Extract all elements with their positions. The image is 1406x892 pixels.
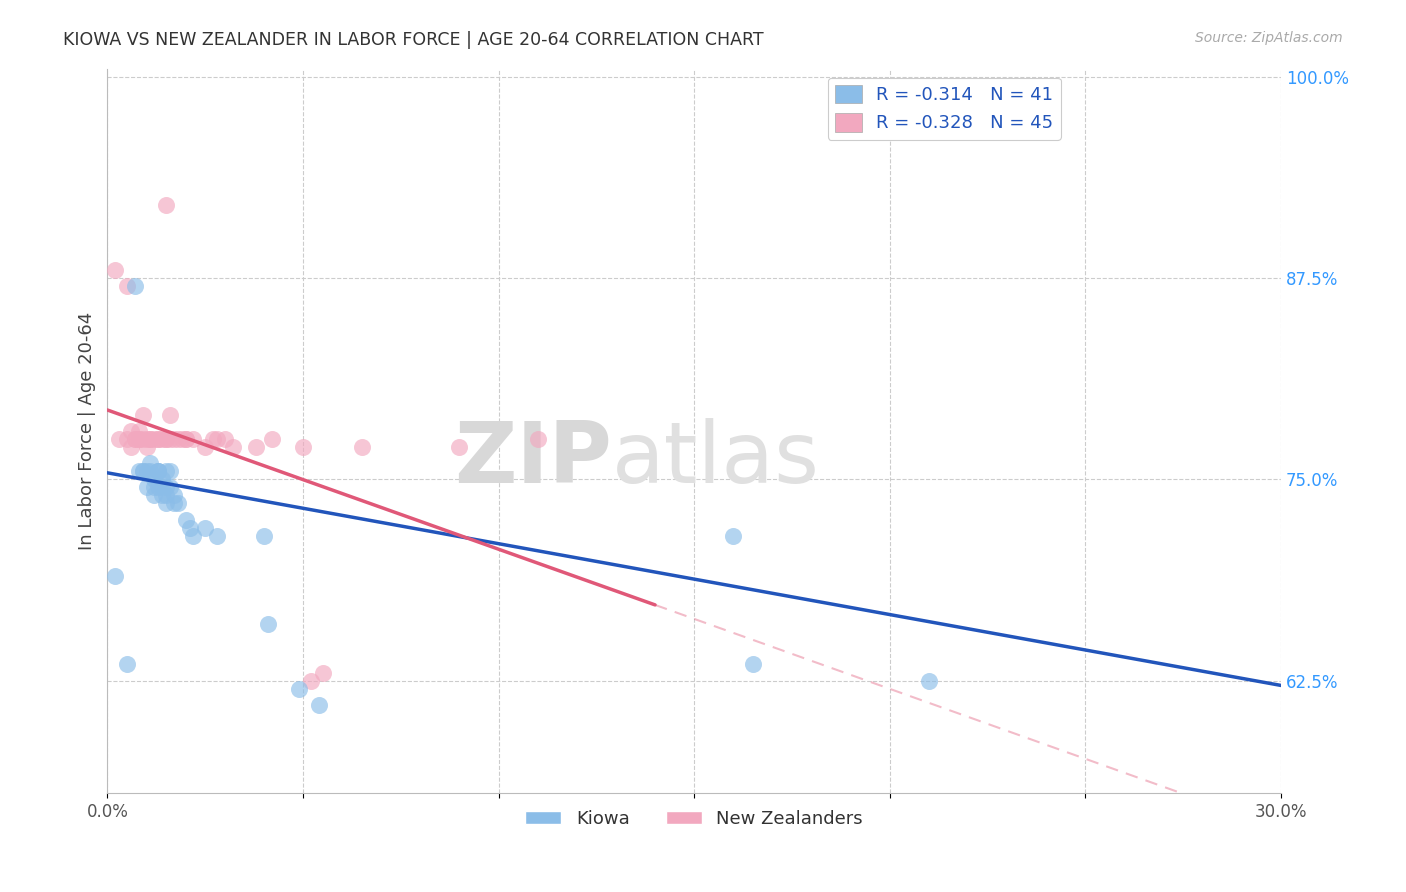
Point: [449, 440, 471, 454]
Point: [256, 617, 278, 632]
Point: [205, 432, 228, 446]
Point: [166, 432, 188, 446]
Point: [155, 432, 177, 446]
Point: [115, 657, 138, 672]
Point: [155, 488, 177, 502]
Point: [170, 432, 193, 446]
Point: [723, 528, 745, 542]
Point: [115, 432, 138, 446]
Point: [124, 432, 146, 446]
Point: [108, 432, 131, 446]
Point: [308, 698, 330, 712]
Point: [174, 432, 197, 446]
Point: [120, 440, 142, 454]
Point: [179, 520, 201, 534]
Point: [150, 480, 173, 494]
Point: [124, 432, 146, 446]
Point: [104, 263, 127, 277]
Point: [155, 464, 177, 478]
Point: [143, 472, 166, 486]
Point: [194, 520, 217, 534]
Point: [260, 432, 283, 446]
Point: [155, 480, 177, 494]
Point: [131, 464, 153, 478]
Point: [163, 432, 186, 446]
Point: [135, 480, 157, 494]
Point: [128, 432, 150, 446]
Point: [131, 464, 153, 478]
Point: [163, 496, 186, 510]
Point: [155, 198, 177, 212]
Point: [131, 408, 153, 422]
Point: [148, 464, 170, 478]
Point: [139, 432, 162, 446]
Point: [135, 432, 157, 446]
Point: [128, 464, 150, 478]
Point: [214, 432, 236, 446]
Text: atlas: atlas: [612, 418, 820, 501]
Point: [150, 488, 173, 502]
Text: KIOWA VS NEW ZEALANDER IN LABOR FORCE | AGE 20-64 CORRELATION CHART: KIOWA VS NEW ZEALANDER IN LABOR FORCE | …: [63, 31, 763, 49]
Point: [143, 480, 166, 494]
Point: [143, 432, 166, 446]
Point: [135, 440, 157, 454]
Point: [128, 424, 150, 438]
Point: [253, 528, 276, 542]
Point: [148, 464, 170, 478]
Text: Source: ZipAtlas.com: Source: ZipAtlas.com: [1195, 31, 1343, 45]
Point: [148, 480, 170, 494]
Point: [150, 432, 173, 446]
Point: [135, 464, 157, 478]
Point: [115, 279, 138, 293]
Point: [159, 408, 181, 422]
Point: [311, 665, 333, 680]
Point: [139, 456, 162, 470]
Point: [299, 673, 322, 688]
Point: [163, 488, 186, 502]
Point: [104, 569, 127, 583]
Legend: Kiowa, New Zealanders: Kiowa, New Zealanders: [519, 803, 870, 835]
Point: [120, 424, 142, 438]
Point: [148, 432, 170, 446]
Point: [183, 432, 205, 446]
Point: [205, 528, 228, 542]
Point: [288, 681, 311, 696]
Text: ZIP: ZIP: [454, 418, 612, 501]
Point: [526, 432, 548, 446]
Point: [183, 528, 205, 542]
Point: [159, 432, 181, 446]
Y-axis label: In Labor Force | Age 20-64: In Labor Force | Age 20-64: [79, 312, 96, 550]
Point: [166, 496, 188, 510]
Point: [124, 279, 146, 293]
Point: [150, 472, 173, 486]
Point: [291, 440, 314, 454]
Point: [174, 432, 197, 446]
Point: [131, 432, 153, 446]
Point: [245, 440, 267, 454]
Point: [148, 432, 170, 446]
Point: [139, 464, 162, 478]
Point: [918, 673, 941, 688]
Point: [194, 440, 217, 454]
Point: [174, 512, 197, 526]
Point: [148, 464, 170, 478]
Point: [143, 488, 166, 502]
Point: [159, 480, 181, 494]
Point: [741, 657, 763, 672]
Point: [128, 432, 150, 446]
Point: [155, 496, 177, 510]
Point: [221, 440, 243, 454]
Point: [139, 432, 162, 446]
Point: [155, 432, 177, 446]
Point: [350, 440, 373, 454]
Point: [201, 432, 224, 446]
Point: [159, 464, 181, 478]
